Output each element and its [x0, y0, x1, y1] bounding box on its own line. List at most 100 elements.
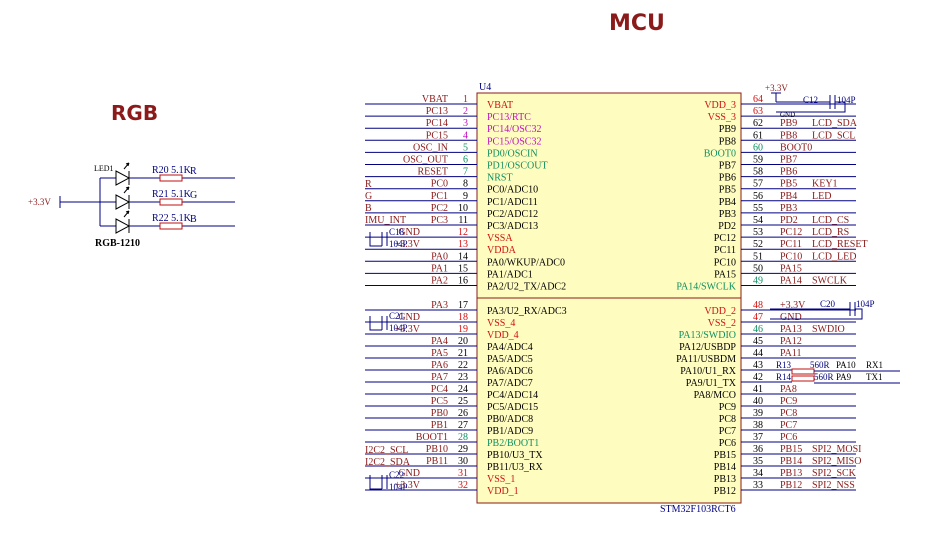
r14-val: 560R [814, 372, 834, 382]
pin-name: VSS_1 [487, 474, 515, 485]
pin-net: PA5 [431, 348, 448, 359]
left-pin-5: OSC_IN 5 PD0/OSCIN [365, 142, 538, 159]
led-diode-icon [115, 218, 131, 234]
pin-net: PC11 [780, 239, 802, 250]
right-pin-59: PB7 59 PB7 [719, 155, 856, 172]
pin-name: VSS_2 [708, 318, 736, 329]
pin-name: PD1/OSCOUT [487, 161, 548, 172]
pin-number: 52 [753, 239, 763, 250]
left-pin-3: PC14 3 PC14/OSC32 [365, 118, 541, 135]
pin-name: VDDA [487, 245, 517, 256]
rx1-label: RX1 [866, 360, 883, 370]
right-pin-64: VDD_3 64 [704, 94, 856, 111]
pin-net: PB8 [780, 130, 797, 141]
pin-number: 35 [753, 456, 763, 467]
pin-name: PC1/ADC11 [487, 197, 538, 208]
pin-name: PB15 [714, 450, 736, 461]
tx1-label: TX1 [866, 372, 883, 382]
right-pin-61: PB8 61 PB8 LCD_SCL [719, 130, 856, 147]
rgb-vcc: +3.3V [28, 197, 51, 207]
left-pin-27: PB1 27 PB1/ADC9 [365, 420, 533, 437]
pin-name: PD2 [718, 221, 736, 232]
pin-net: PA11 [780, 348, 802, 359]
rgb-title: RGB [111, 101, 158, 125]
pin-function: LCD_RS [812, 227, 849, 238]
chip-ref: U4 [479, 82, 491, 93]
left-pin-10: PC2 10 PC2/ADC12 [365, 203, 538, 220]
left-pin-13: +3.3V 13 VDDA [365, 239, 517, 256]
pin-net: BOOT1 [416, 432, 448, 443]
pin-name: PC10 [714, 257, 736, 268]
pin-name: VBAT [487, 100, 513, 111]
right-pin-63: VSS_3 63 [708, 106, 856, 123]
pin-function: LED [812, 191, 831, 202]
pin-number: 13 [458, 239, 468, 250]
pin-net: OSC_IN [413, 142, 448, 153]
right-pin-37: PC6 37 PC6 [719, 432, 856, 449]
left-pin-16: PA2 16 PA2/U2_TX/ADC2 [365, 276, 566, 293]
pin-net: +3.3V [395, 480, 421, 491]
pin-name: PA5/ADC5 [487, 354, 533, 365]
pin-number: 43 [753, 360, 763, 371]
pin-function: KEY1 [812, 179, 838, 190]
pin-net: GND [398, 312, 420, 323]
left-pin-14: PA0 14 PA0/WKUP/ADC0 [365, 251, 565, 268]
left-pin-17: PA3 17 PA3/U2_RX/ADC3 [365, 300, 567, 317]
pin-number: 55 [753, 203, 763, 214]
pin-name: VSS_3 [708, 112, 736, 123]
r14-ref: R14 [776, 372, 792, 382]
left-pin-1: VBAT 1 VBAT [365, 94, 513, 111]
pin-number: 44 [753, 348, 763, 359]
pin-number: 24 [458, 384, 468, 395]
pin-number: 61 [753, 130, 763, 141]
right-pin-35: PB14 35 PB14 SPI2_MISO [714, 456, 862, 473]
pin-number: 23 [458, 372, 468, 383]
pin-name: PB10/U3_TX [487, 450, 543, 461]
left-pin-32: +3.3V 32 VDD_1 [365, 480, 519, 497]
pin-function: SPI2_SCK [812, 468, 857, 479]
pin-number: 64 [753, 94, 763, 105]
right-pin-48: VDD_2 48 +3.3V [704, 300, 856, 317]
right-pin-58: PB6 58 PB6 [719, 167, 856, 184]
pin-net: BOOT0 [780, 142, 812, 153]
cap-c20-val: 104P [856, 299, 875, 309]
right-pin-53: PC12 53 PC12 LCD_RS [714, 227, 856, 244]
right-pin-47: VSS_2 47 GND [708, 312, 856, 329]
pin-net: PC2 [431, 203, 448, 214]
pin-number: 30 [458, 456, 468, 467]
pin-number: 49 [753, 276, 763, 287]
pin-net: PC14 [426, 118, 448, 129]
pin-name: PB6 [719, 173, 736, 184]
right-pin-49: PA14/SWCLK 49 PA14 SWCLK [676, 276, 856, 293]
right-pin-39: PC8 39 PC8 [719, 408, 856, 425]
pin-name: PA2/U2_TX/ADC2 [487, 282, 566, 293]
right-pin-62: PB9 62 PB9 LCD_SDA [719, 118, 858, 135]
pin-function: SPI2_MISO [812, 456, 861, 467]
rgb-title-bg [95, 94, 187, 128]
pin-net: PA6 [431, 360, 448, 371]
pin-number: 8 [463, 179, 468, 190]
pin-net: PB6 [780, 167, 797, 178]
r13-val: 560R [810, 360, 830, 370]
rgb-part: RGB-1210 [95, 238, 140, 249]
pin-name: PB8 [719, 136, 736, 147]
pin-net: PA13 [780, 324, 802, 335]
pin-number: 63 [753, 106, 763, 117]
pin-number: 5 [463, 142, 468, 153]
pin-name: PB1/ADC9 [487, 426, 533, 437]
pin-net: PB14 [780, 456, 802, 467]
pin-net: PC3 [431, 215, 448, 226]
pin-name: PA12/USBDP [679, 342, 736, 353]
resistor-ref: R20 5.1K [152, 165, 192, 176]
pin-net: VBAT [422, 94, 448, 105]
cap-c20-ref: C20 [820, 299, 836, 309]
rgb-channel-g: R21 5.1K G [100, 186, 235, 210]
pin-name: PD0/OSCIN [487, 148, 538, 159]
r14-body [791, 375, 815, 382]
pin-number: 41 [753, 384, 763, 395]
left-pin-26: PB0 26 PB0/ADC8 [365, 408, 533, 425]
pa9-label: PA9 [836, 372, 852, 382]
left-pin-18: GND 18 VSS_4 [365, 312, 515, 329]
pin-net: +3.3V [780, 300, 806, 311]
